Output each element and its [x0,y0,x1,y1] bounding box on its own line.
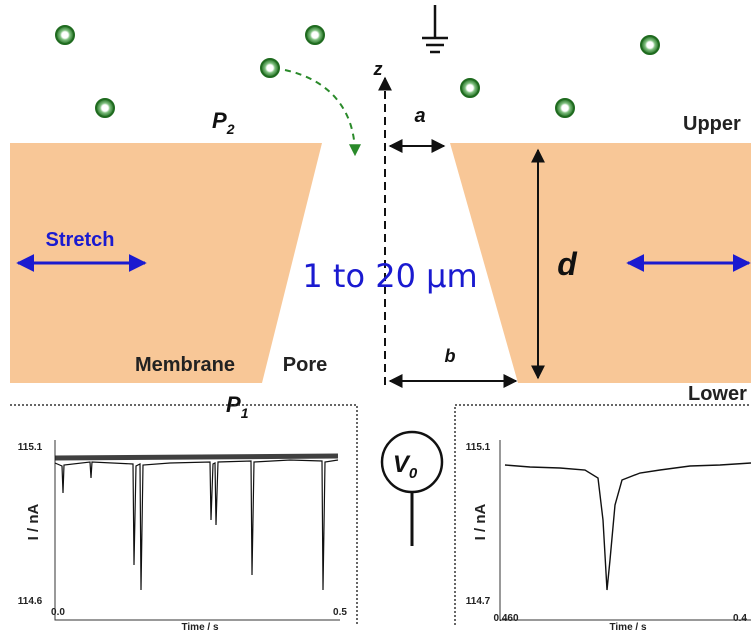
particle-path [285,70,355,155]
diagram: z a P2 Upper Stretch d 1 to 20 µm Membra… [0,0,751,634]
label-pore: Pore [283,354,327,376]
p2-sub: 2 [226,121,235,137]
y-label: I / nA [472,504,489,541]
plot-right [455,405,751,625]
y-bottom: 114.6 [18,596,43,607]
voltage-source [382,432,442,492]
p2-main: P [212,108,227,133]
x-left: 0.0 [51,607,65,618]
y-label: I / nA [25,504,42,541]
label-a: a [414,105,425,127]
label-d: d [557,246,578,282]
x-left: 0.460 [493,613,518,624]
ground [422,5,448,52]
y-top: 115.1 [18,442,43,453]
label-upper: Upper [683,113,741,135]
label-stretch: Stretch [46,229,115,251]
x-label: Time / s [181,622,218,633]
x-right: 0.4 [733,613,747,624]
x-label: Time / s [609,622,646,633]
y-bottom: 114.7 [466,596,491,607]
label-lower: Lower [688,383,747,405]
v0-sub: 0 [409,465,418,482]
x-right: 0.5 [333,607,347,618]
particles [56,26,659,117]
label-membrane: Membrane [135,354,235,376]
label-b: b [445,346,456,366]
label-size: 1 to 20 µm [302,257,477,295]
p1-sub: 1 [241,405,249,421]
label-z: z [373,59,383,79]
label-p1: P1 [226,392,249,421]
plot-left [10,405,357,625]
label-p2: P2 [212,108,235,137]
y-top: 115.1 [466,442,491,453]
